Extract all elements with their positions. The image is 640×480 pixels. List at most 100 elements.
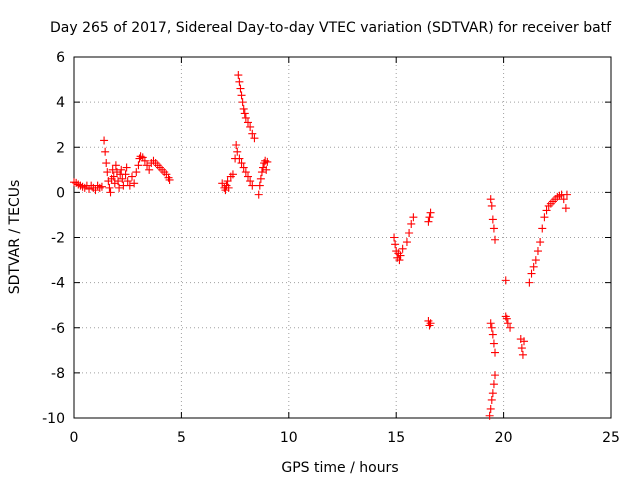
data-point [562,190,571,199]
data-point [115,183,124,192]
data-point [517,344,526,353]
data-point [488,215,497,224]
data-point [228,170,237,179]
x-tick-label: 0 [70,430,79,446]
data-point [100,136,109,145]
data-point [540,213,549,222]
data-point [255,181,264,190]
data-point [140,156,149,165]
data-point [114,177,123,186]
data-point [555,191,564,200]
data-point [491,235,500,244]
data-point [108,165,117,174]
y-tick-label: -2 [51,231,65,247]
data-point [520,337,529,346]
data-point [395,256,404,265]
data-point [518,350,527,359]
data-point [248,129,257,138]
data-point [486,404,495,413]
data-point [506,323,515,332]
data-point [485,411,494,420]
y-tick-label: 6 [56,50,65,66]
data-point [488,330,497,339]
data-point [232,140,241,149]
y-tick-label: -4 [51,276,65,292]
data-point [250,134,259,143]
data-point [533,247,542,256]
data-point [501,276,510,285]
data-point [489,380,498,389]
data-point [121,170,130,179]
data-point [487,395,496,404]
data-point [235,154,244,163]
y-tick-label: 2 [56,140,65,156]
data-point [486,195,495,204]
y-tick-label: -8 [51,366,65,382]
data-point [529,262,538,271]
data-point [542,206,551,215]
data-point [561,204,570,213]
data-point [111,161,120,170]
data-point [127,172,136,181]
data-point [502,314,511,323]
data-point [487,323,496,332]
data-point [398,244,407,253]
data-point [396,251,405,260]
data-point [536,238,545,247]
data-point [240,109,249,118]
data-point [145,165,154,174]
data-point [97,182,106,191]
data-point [488,389,497,398]
data-point [165,175,174,184]
data-point [424,217,433,226]
data-point [218,179,227,188]
data-point [132,168,141,177]
ticks [73,56,612,419]
data-point [489,224,498,233]
y-tick-label: -10 [42,411,65,427]
grid [74,57,611,418]
data-point [531,256,540,265]
data-point [235,77,244,86]
data-point [237,159,246,168]
data-point [102,159,111,168]
data-point [409,213,418,222]
data-point [426,319,435,328]
data-point [243,172,252,181]
data-point [239,163,248,172]
data-point [130,179,139,188]
chart-title: Day 265 of 2017, Sidereal Day-to-day VTE… [50,20,612,36]
x-axis-title: GPS time / hours [281,460,398,476]
data-point [491,348,500,357]
data-point [117,165,126,174]
data-series [70,71,571,420]
data-point [246,177,255,186]
data-point [125,181,134,190]
data-point [402,238,411,247]
data-point [237,91,246,100]
data-point [123,177,132,186]
data-point [407,219,416,228]
data-point [122,163,131,172]
data-point [263,157,272,166]
data-point [503,319,512,328]
x-tick-label: 5 [177,430,186,446]
data-point [105,183,114,192]
data-point [486,319,495,328]
data-point [238,98,247,107]
data-point [106,188,115,197]
data-point [425,213,434,222]
data-point [243,118,252,127]
y-tick-label: 4 [56,95,65,111]
data-point [559,195,568,204]
data-point [109,172,118,181]
data-point [134,161,143,170]
data-point [234,71,243,80]
data-point [491,371,500,380]
data-point [390,233,399,242]
data-point [239,104,248,113]
data-point [103,168,112,177]
x-tick-label: 15 [387,430,405,446]
y-axis-title: SDTVAR / TECUs [7,180,23,295]
